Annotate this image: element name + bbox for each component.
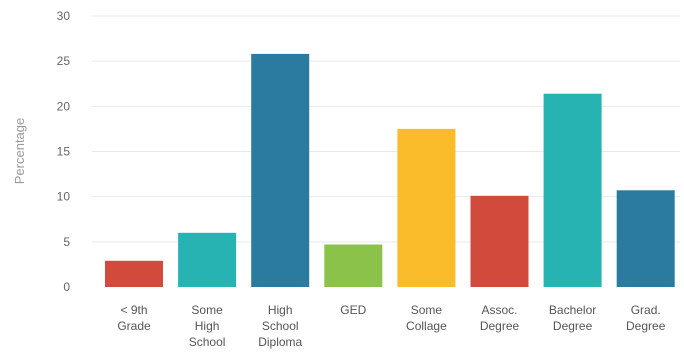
y-tick-label: 20 [57,99,71,113]
x-tick-label-line: Bachelor [549,303,596,317]
x-tick-label-line: High [195,319,220,333]
bar-4 [324,244,383,287]
x-tick-label-line: Degree [553,319,593,333]
x-tick-label-line: Some [191,303,223,317]
bar-3 [251,53,310,288]
x-tick-label-line: Degree [626,319,666,333]
y-axis-ticks: 0 5 10 15 20 25 30 [57,9,71,294]
x-tick-label-line: GED [340,303,366,317]
y-tick-label: 10 [57,190,71,204]
x-tick-label: < 9th Grade [117,303,151,333]
y-tick-label: 25 [57,54,71,68]
x-tick-label-line: Collage [406,319,447,333]
x-tick-label: Some High School [189,303,226,349]
y-tick-label: 0 [63,280,70,294]
x-tick-label-line: Degree [480,319,520,333]
y-tick-label: 5 [63,235,70,249]
x-tick-label: Some Collage [406,303,447,333]
bar-8 [616,190,675,287]
x-tick-label-line: Assoc. [481,303,517,317]
x-axis-ticks: < 9th Grade Some High School High School Diplom… [117,303,665,349]
bar-6 [470,195,529,287]
y-tick-label: 15 [57,145,71,159]
x-tick-label-line: High [268,303,293,317]
x-tick-label: Assoc. Degree [480,303,520,333]
x-tick-label-line: Diploma [258,335,302,349]
y-axis-title: Percentage [12,118,27,185]
x-tick-label: High School Diploma [258,303,302,349]
bars [105,53,675,288]
bar-7 [543,93,602,287]
x-tick-label-line: Some [411,303,443,317]
x-tick-label-line: < 9th [120,303,147,317]
x-tick-label: Bachelor Degree [549,303,596,333]
x-tick-label: GED [340,303,366,317]
bar-5 [397,128,456,287]
x-tick-label: Grad. Degree [626,303,666,333]
x-tick-label-line: School [189,335,226,349]
x-tick-label-line: School [262,319,299,333]
x-tick-label-line: Grad. [631,303,661,317]
bar-2 [178,232,237,287]
x-tick-label-line: Grade [117,319,151,333]
y-tick-label: 30 [57,9,71,23]
bar-1 [105,260,163,287]
